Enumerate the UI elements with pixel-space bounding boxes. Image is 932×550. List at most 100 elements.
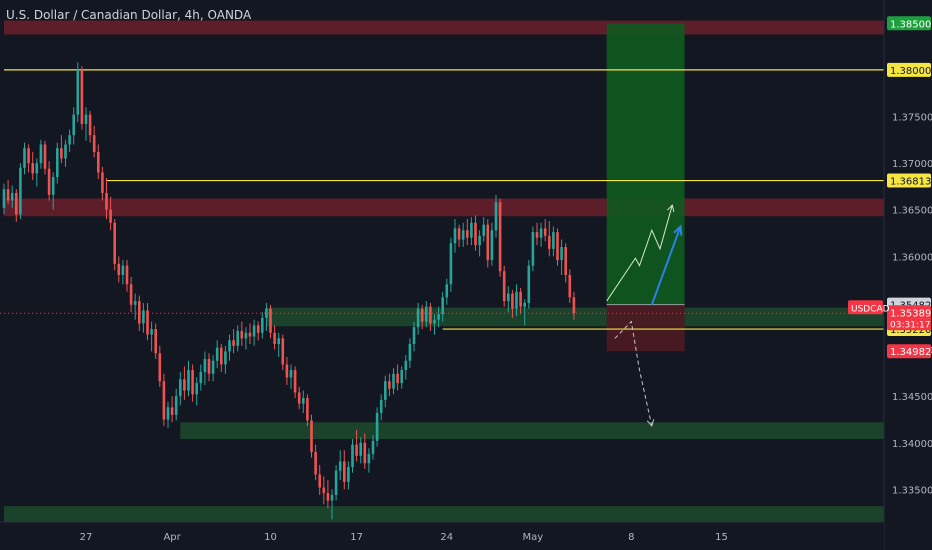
candle (396, 364, 399, 391)
candle (150, 321, 153, 352)
candle (199, 364, 203, 391)
candle-body (76, 69, 80, 115)
candle-body (199, 371, 203, 384)
candle (523, 299, 526, 326)
candle (552, 226, 555, 257)
candle-body (133, 301, 137, 305)
candle (416, 302, 420, 335)
candle-body (261, 317, 264, 333)
candle-body (80, 69, 84, 124)
zones-layer (4, 20, 885, 522)
level-price-tag-background (887, 173, 931, 188)
candle (441, 291, 444, 322)
candle (117, 256, 121, 283)
candle-body (429, 306, 432, 324)
candle-body (502, 271, 506, 302)
target-price-tag-background (887, 16, 931, 31)
stop-price-tag: 1.34982 (890, 347, 931, 358)
candle-body (474, 222, 477, 246)
candle (351, 439, 354, 473)
candle (334, 465, 338, 501)
candle (556, 228, 559, 266)
candle-body (64, 144, 67, 159)
time-tick-label: 10 (264, 532, 277, 543)
candle (453, 219, 457, 253)
candle-body (416, 308, 420, 328)
candle (293, 366, 297, 399)
candle-body (552, 232, 555, 249)
candle (244, 327, 248, 350)
price-tick-label: 1.34500 (892, 392, 932, 403)
candle (494, 194, 498, 238)
candle (367, 448, 371, 473)
candle-body (289, 370, 293, 378)
level-price-tag-background (887, 62, 931, 77)
candle (384, 375, 387, 408)
candle-body (43, 144, 47, 169)
candle (568, 269, 572, 303)
candle-body (109, 209, 112, 223)
candle (437, 306, 440, 328)
candle (449, 237, 453, 292)
symbol-tag-background (848, 300, 883, 315)
candle-body (92, 135, 96, 152)
candle-body (256, 325, 260, 333)
candle (498, 198, 502, 277)
candle-body (498, 202, 502, 272)
candle (39, 139, 43, 169)
demand-zone (180, 422, 885, 440)
candle-body (466, 230, 469, 238)
time-tick-label: May (523, 532, 544, 543)
price-tick-label: 1.36500 (892, 206, 932, 217)
candle (228, 334, 231, 361)
price-tick-label: 1.37500 (892, 113, 932, 124)
candle-body (461, 230, 465, 240)
time-axis[interactable]: 27 Apr 10 17 24 May 8 15 (0, 521, 884, 550)
candle (343, 450, 346, 490)
candle-body (568, 274, 572, 298)
candle-body (244, 332, 248, 339)
candle-body (375, 412, 379, 441)
candle (314, 444, 317, 481)
candle (166, 401, 170, 428)
candle-body (248, 332, 252, 337)
price-axis[interactable]: 1.335001.340001.345001.350001.360001.365… (848, 0, 932, 550)
candle-body (125, 265, 129, 285)
candle-body (10, 192, 14, 201)
candle-body (39, 144, 43, 164)
candle-body (187, 370, 190, 391)
candle (35, 158, 39, 187)
candle (330, 489, 334, 520)
candle-body (220, 347, 223, 365)
candle (269, 304, 272, 339)
candle (68, 129, 71, 152)
candle (490, 222, 494, 266)
candle-body (60, 148, 63, 159)
candle-body (392, 373, 395, 389)
candle-body (72, 114, 75, 136)
candle-body (51, 177, 55, 195)
current-price-label: 1.35389 (890, 308, 931, 319)
candle (560, 239, 563, 275)
candle (142, 302, 145, 333)
candle (76, 62, 80, 123)
candle (207, 353, 211, 382)
supply-zone (4, 20, 884, 35)
candle-body (56, 148, 59, 178)
time-axis-background (0, 522, 884, 550)
candle (92, 125, 96, 158)
candle-body (101, 172, 104, 193)
candle-body (174, 396, 178, 415)
candle (162, 373, 166, 426)
candle (310, 414, 313, 458)
candle-body (2, 189, 6, 208)
candle-body (523, 302, 526, 307)
candle (191, 364, 194, 402)
candle (60, 135, 63, 164)
level-price-tag: 1.36813 (890, 177, 931, 188)
candle (466, 219, 469, 246)
candle (478, 230, 481, 257)
candle (179, 371, 182, 406)
candle-body (252, 325, 256, 337)
